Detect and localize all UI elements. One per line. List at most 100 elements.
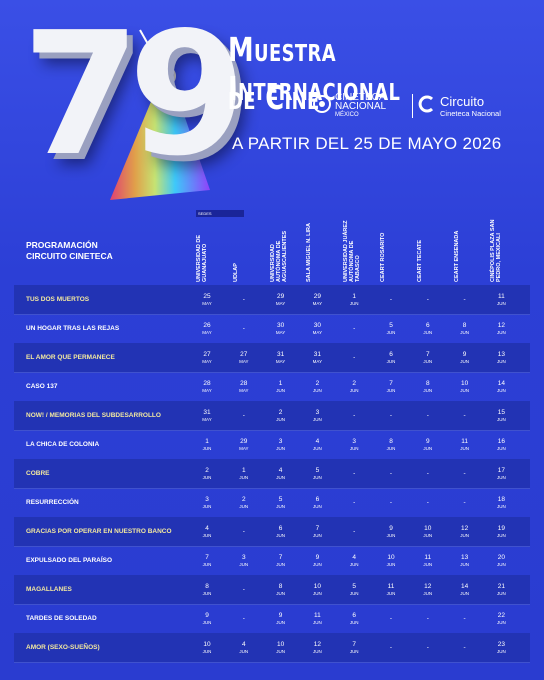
- empty-mark: -: [242, 586, 245, 593]
- month: JUN: [423, 561, 433, 567]
- month: JUN: [497, 474, 506, 480]
- month: MAY: [202, 329, 212, 335]
- month: JUN: [460, 329, 469, 335]
- date-cell: 3 JUN: [266, 430, 296, 459]
- date-cell: 2 JUN: [339, 372, 369, 401]
- month: JUN: [313, 387, 322, 393]
- day: 14: [460, 582, 469, 590]
- film-title: NOW! / MEMORIAS DEL SUBDESARROLLO: [26, 411, 161, 419]
- day: 5: [278, 495, 283, 503]
- date-cell: 9 JUN: [192, 604, 222, 633]
- month: MAY: [202, 300, 212, 306]
- date-cell: 5 JUN: [266, 488, 296, 517]
- date-cell: 15 JUN: [486, 401, 516, 430]
- month: JUN: [276, 387, 285, 393]
- date-cell: 29 MAY: [229, 430, 259, 459]
- table-row: GRACIAS POR OPERAR EN NUESTRO BANCO 4 JUN -…: [14, 517, 530, 547]
- month: JUN: [386, 532, 396, 538]
- date-cell: 12 JUN: [302, 633, 332, 662]
- date-cell: -: [339, 343, 369, 372]
- date-cell: 1 JUN: [339, 285, 369, 314]
- table-row: TUS DOS MUERTOS 25 MAY -29 MAY 29 MAY 1 JUN - - -11…: [14, 285, 530, 315]
- month: JUN: [460, 532, 469, 538]
- film-title: EL AMOR QUE PERMANECE: [26, 353, 115, 361]
- day: 3: [241, 553, 246, 561]
- empty-mark: -: [426, 499, 429, 506]
- empty-mark: -: [389, 615, 393, 622]
- month: JUN: [202, 648, 212, 654]
- date-cell: 16 JUN: [486, 430, 516, 459]
- date-cell: 11 JUN: [450, 430, 480, 459]
- empty-mark: -: [353, 470, 356, 477]
- month: JUN: [386, 561, 396, 567]
- date-cell: 6 JUN: [413, 314, 443, 343]
- day: 25: [203, 292, 211, 300]
- title: de Cine: [228, 78, 320, 117]
- column-header: SALA MIGUEL N. LIRA: [306, 223, 313, 282]
- date-cell: -: [450, 285, 480, 314]
- film-title: EXPULSADO DEL PARAÍSO: [26, 556, 113, 564]
- date-cell: 9 JUN: [266, 604, 296, 633]
- month: JUN: [423, 590, 433, 596]
- day: 9: [315, 553, 320, 561]
- date-cell: -: [229, 401, 259, 430]
- date-cell: -: [376, 459, 406, 488]
- month: JUN: [349, 648, 359, 654]
- empty-mark: -: [242, 296, 245, 303]
- film-title: AMOR (SEXO-SUEÑOS): [26, 643, 100, 651]
- empty-mark: -: [463, 296, 466, 303]
- day: 10: [460, 379, 469, 387]
- date-cell: 28 MAY: [192, 372, 222, 401]
- day: 8: [205, 582, 209, 590]
- day: 28: [203, 379, 211, 387]
- empty-mark: -: [242, 615, 245, 622]
- day: 3: [315, 408, 320, 416]
- day: 7: [425, 350, 430, 358]
- month: JUN: [460, 445, 469, 451]
- date-cell: 29 MAY: [302, 285, 332, 314]
- day: 7: [278, 553, 283, 561]
- date-cell: -: [450, 488, 480, 517]
- empty-mark: -: [389, 412, 393, 419]
- day: 2: [352, 379, 356, 387]
- date-cell: 6 JUN: [376, 343, 406, 372]
- film-title: LA CHICA DE COLONIA: [26, 440, 100, 448]
- day: 3: [205, 495, 209, 503]
- date-cell: 7 JUN: [339, 633, 369, 662]
- table-row: EXPULSADO DEL PARAÍSO 7 JUN 3 JUN 7 JUN 9 JUN 4 JU…: [14, 546, 530, 576]
- day: 9: [389, 524, 393, 532]
- month: MAY: [202, 358, 212, 364]
- month: MAY: [275, 358, 286, 364]
- empty-mark: -: [353, 499, 356, 506]
- column-header: UNIVERSIDAD JUÁREZ AUTÓNOMA DE TABASCO: [343, 220, 362, 282]
- logo-icon: [418, 95, 434, 113]
- month: JUN: [276, 416, 285, 422]
- date-cell: 10 JUN: [450, 372, 480, 401]
- month: MAY: [312, 358, 323, 364]
- date-cell: 4 JUN: [339, 546, 369, 575]
- empty-mark: -: [426, 470, 429, 477]
- month: JUN: [497, 329, 506, 335]
- date-cell: 25 MAY: [192, 285, 222, 314]
- month: MAY: [275, 300, 286, 306]
- date-cell: 26 MAY: [192, 314, 222, 343]
- month: JUN: [239, 561, 249, 567]
- day: 8: [425, 379, 430, 387]
- empty-mark: -: [426, 644, 429, 651]
- day: 27: [240, 350, 248, 358]
- date-cell: 2 JUN: [192, 459, 222, 488]
- date-cell: 8 JUN: [266, 575, 296, 604]
- table-row: EL AMOR QUE PERMANECE 27 MAY 27 MAY 31 MAY 31 MA…: [14, 343, 530, 373]
- month: JUN: [313, 416, 322, 422]
- film-title: CASO 137: [26, 382, 58, 390]
- empty-mark: -: [242, 412, 245, 419]
- day: 9: [205, 611, 209, 619]
- date-cell: -: [339, 314, 369, 343]
- column-header: UNIVERSIDAD AUTÓNOMA DE AGUASCALIENTES: [269, 230, 288, 282]
- month: MAY: [312, 329, 323, 335]
- date-cell: -: [450, 633, 480, 662]
- month: MAY: [239, 358, 249, 364]
- month: JUN: [202, 532, 212, 538]
- month: JUN: [460, 561, 469, 567]
- date-cell: 5 JUN: [339, 575, 369, 604]
